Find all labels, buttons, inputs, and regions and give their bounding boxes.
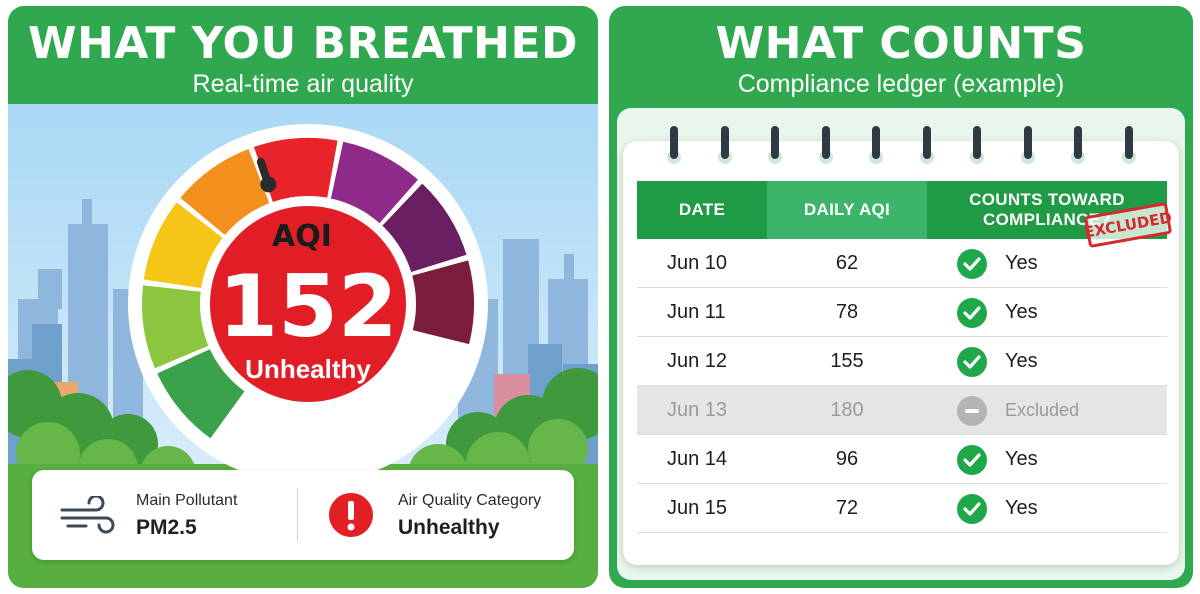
daily-aqi-cell: 155 — [830, 350, 864, 372]
compliance-panel: WHAT COUNTS Compliance ledger (example) … — [609, 6, 1193, 588]
aqi-label: AQI — [272, 219, 332, 254]
binder-ring — [1071, 126, 1085, 164]
check-icon — [957, 346, 987, 377]
binder-ring — [768, 126, 782, 164]
binder-ring — [869, 126, 883, 164]
alert-icon — [329, 493, 373, 537]
table-row: Jun 15 72 Yes — [637, 484, 1167, 533]
table-row: Jun 11 78 Yes — [637, 288, 1167, 337]
table-body: Jun 10 62 Yes Jun 11 78 Yes Jun 12 155 Yes Jun 13… — [637, 239, 1167, 533]
compliance-title: WHAT COUNTS — [715, 18, 1087, 69]
binder-ring — [1020, 126, 1035, 164]
air-quality-title: WHAT YOU BREATHED — [27, 18, 579, 69]
air-quality-panel: WHAT YOU BREATHED Real-time air quality — [8, 6, 598, 588]
binder-ring — [919, 126, 934, 164]
binder-ring — [818, 126, 833, 164]
air-quality-category-label: Air Quality Category — [398, 492, 542, 509]
table-row: Jun 13 180 Excluded — [637, 386, 1167, 435]
binder-ring — [717, 126, 732, 164]
compliance-status-cell: Yes — [1005, 301, 1038, 323]
check-icon — [957, 493, 987, 524]
card-divider — [297, 488, 298, 542]
aqi-value: 152 — [218, 257, 398, 357]
main-pollutant-value: PM2.5 — [136, 516, 197, 539]
pollutant-info-card: Main Pollutant PM2.5 Air Quality Categor… — [32, 470, 574, 560]
daily-aqi-cell: 96 — [835, 448, 859, 470]
compliance-subtitle: Compliance ledger (example) — [737, 70, 1065, 98]
compliance-status-cell: Yes — [1005, 350, 1038, 372]
compliance-status-cell: Yes — [1005, 497, 1038, 519]
aqi-gauge — [128, 124, 488, 484]
status-icon-cell — [957, 386, 987, 435]
date-cell: Jun 12 — [667, 350, 728, 372]
minus-icon — [957, 395, 987, 426]
date-cell: Jun 15 — [667, 497, 728, 519]
daily-aqi-cell: 62 — [835, 252, 859, 274]
check-icon — [957, 248, 987, 279]
check-icon — [957, 297, 987, 328]
air-quality-category-value: Unhealthy — [398, 516, 500, 539]
table-row: Jun 10 62 Yes — [637, 239, 1167, 288]
city-scene: AQI 152 Unhealthy — [8, 104, 598, 588]
status-icon-cell — [957, 288, 987, 337]
table-row: Jun 14 96 Yes — [637, 435, 1167, 484]
binder-ring — [1121, 126, 1136, 164]
aqi-status: Unhealthy — [245, 354, 371, 384]
compliance-status-cell: Yes — [1005, 448, 1038, 470]
compliance-status-cell: Yes — [1005, 252, 1038, 274]
wind-icon — [60, 496, 115, 534]
date-cell: Jun 10 — [667, 252, 728, 274]
gauge-segment — [402, 260, 475, 345]
daily-aqi-cell: 78 — [835, 301, 859, 323]
gauge-segment — [141, 285, 218, 369]
header-date: DATE — [637, 181, 767, 239]
daily-aqi-cell: 72 — [835, 497, 859, 519]
date-cell: Jun 13 — [667, 399, 728, 421]
main-pollutant-label: Main Pollutant — [136, 492, 238, 509]
compliance-header: WHAT COUNTS Compliance ledger (example) — [609, 6, 1193, 104]
status-icon-cell — [957, 484, 987, 533]
check-icon — [957, 444, 987, 475]
compliance-table: DATE DAILY AQI COUNTS TOWARD COMPLIANCE?… — [637, 181, 1167, 533]
gauge-center-dial — [210, 206, 406, 402]
date-cell: Jun 11 — [667, 301, 726, 323]
air-quality-header: WHAT YOU BREATHED Real-time air quality — [8, 6, 598, 104]
header-daily-aqi: DAILY AQI — [767, 181, 927, 239]
date-cell: Jun 14 — [667, 448, 728, 470]
daily-aqi-cell: 180 — [830, 399, 864, 421]
binder-ring — [970, 126, 984, 164]
gauge-segment — [253, 138, 338, 212]
status-icon-cell — [957, 435, 987, 484]
gauge-needle-hub — [260, 176, 277, 193]
status-icon-cell — [957, 239, 987, 288]
air-quality-subtitle: Real-time air quality — [192, 70, 414, 98]
binder-ring — [667, 126, 681, 164]
compliance-status-cell: Excluded — [1005, 400, 1080, 420]
status-icon-cell — [957, 337, 987, 386]
table-row: Jun 12 155 Yes — [637, 337, 1167, 386]
